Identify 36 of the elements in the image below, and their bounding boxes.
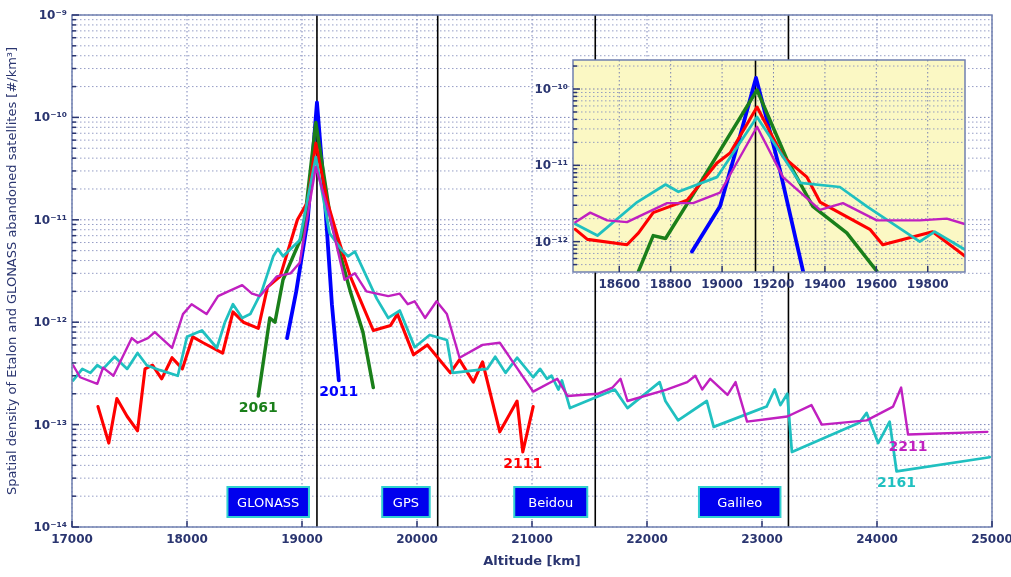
y-tick-label: 10⁻¹²	[33, 315, 67, 330]
ref-line-label: GLONASS	[237, 495, 300, 510]
x-tick-label: 18600	[598, 277, 641, 291]
y-tick-label: 10⁻¹⁰	[33, 110, 67, 125]
x-tick-label: 23000	[741, 532, 783, 546]
x-tick-label: 19000	[281, 532, 323, 546]
x-tick-label: 21000	[511, 532, 553, 546]
x-tick-label: 18000	[166, 532, 208, 546]
series-label: 2011	[319, 383, 359, 400]
y-tick-label: 10⁻¹⁰	[534, 82, 568, 97]
y-tick-label: 10⁻¹¹	[534, 158, 568, 173]
y-axis-title: Spatial density of Etalon and GLONASS abandoned satellites [#/km³]	[4, 46, 19, 496]
x-axis-title: Altitude [km]	[483, 553, 581, 568]
y-tick-label: 10⁻⁹	[38, 8, 67, 22]
x-tick-label: 19600	[855, 277, 898, 291]
x-tick-label: 20000	[396, 532, 438, 546]
x-tick-label: 22000	[626, 532, 668, 546]
x-tick-label: 19000	[701, 277, 743, 291]
ref-line-label: GPS	[392, 495, 420, 510]
line-series	[96, 141, 535, 454]
x-tick-label: 19800	[906, 277, 949, 291]
ref-line-label: Beidou	[528, 495, 574, 510]
y-tick-label: 10⁻¹⁴	[33, 520, 67, 534]
x-tick-label: 18800	[649, 277, 692, 291]
x-tick-label: 17000	[51, 532, 93, 546]
x-tick-label: 19400	[804, 277, 846, 291]
line-series	[574, 125, 965, 226]
series-label: 2111	[503, 455, 543, 471]
y-tick-label: 10⁻¹²	[534, 234, 568, 249]
y-tick-label: 10⁻¹³	[33, 417, 67, 432]
y-tick-label: 10⁻¹¹	[33, 212, 67, 227]
ref-line-label: Galileo	[717, 495, 763, 510]
line-series	[72, 155, 992, 473]
x-tick-label: 24000	[856, 532, 898, 546]
series-label: 2161	[877, 474, 917, 491]
series-label: 2061	[238, 399, 278, 416]
